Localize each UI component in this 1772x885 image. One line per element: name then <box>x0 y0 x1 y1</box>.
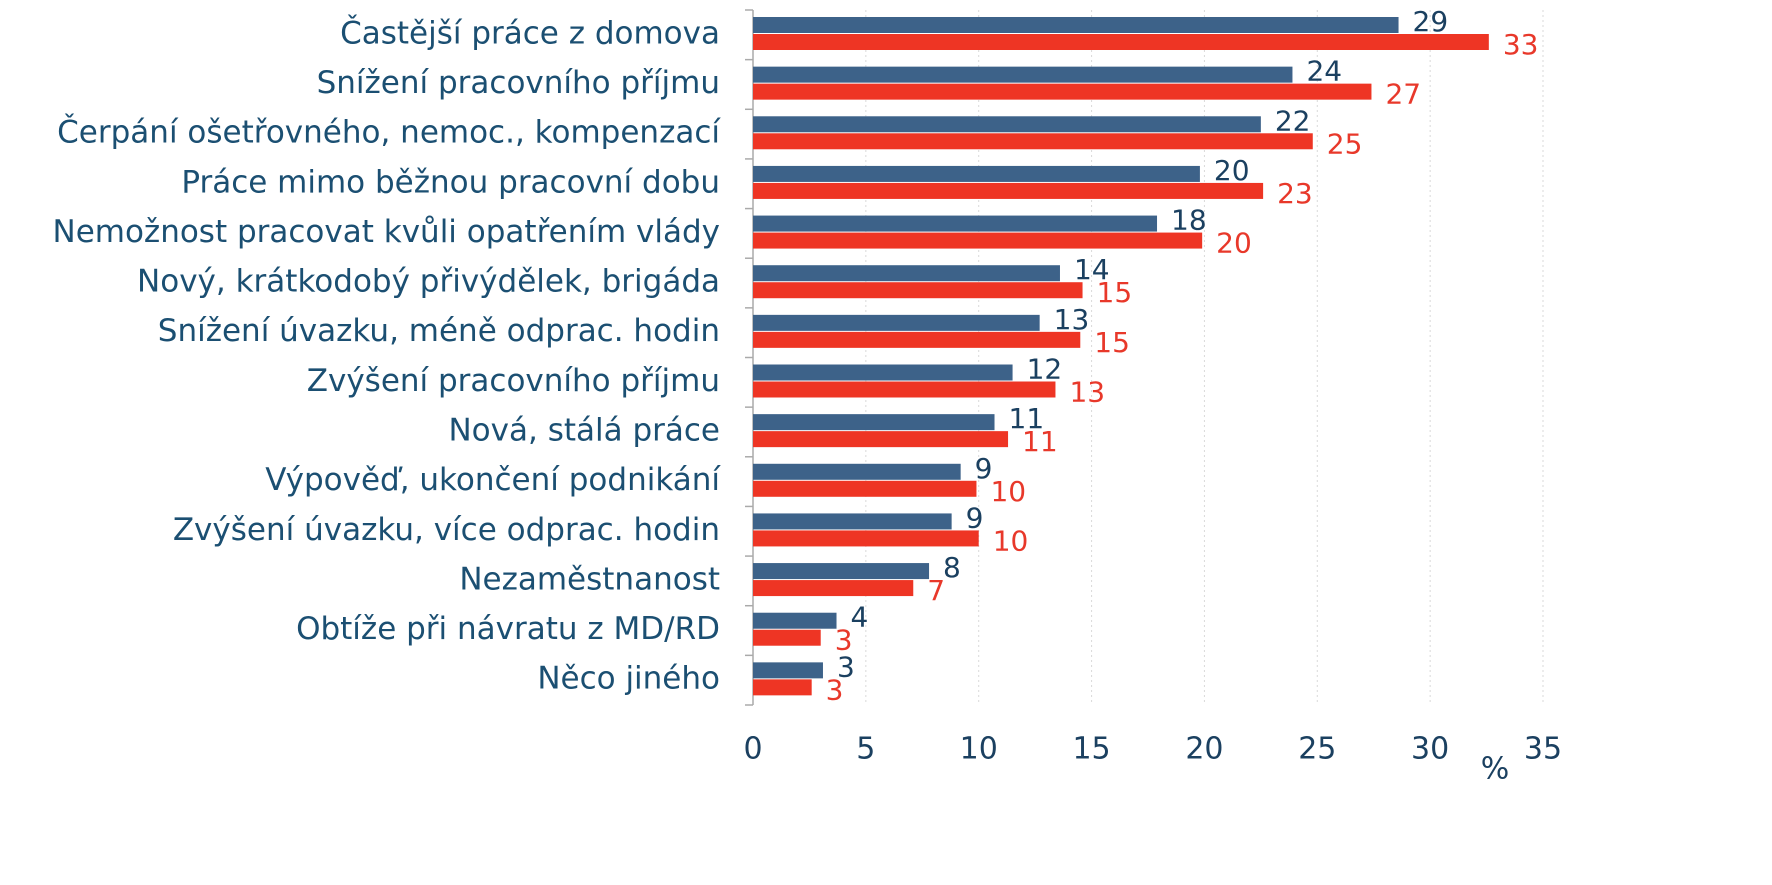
value-label: 12 <box>1027 353 1063 386</box>
value-label: 33 <box>1503 28 1539 61</box>
bar <box>753 530 979 547</box>
value-label: 8 <box>943 551 961 584</box>
value-label: 18 <box>1171 204 1207 237</box>
category-label: Nový, krátkodobý přivýdělek, brigáda <box>137 264 720 300</box>
bar <box>753 314 1040 331</box>
bar <box>753 133 1313 150</box>
bar <box>753 17 1399 33</box>
bar <box>753 116 1261 133</box>
value-label: 14 <box>1074 253 1110 286</box>
value-label: 3 <box>835 624 853 657</box>
x-tick-label: 15 <box>1072 732 1110 767</box>
x-tick-label: 25 <box>1298 732 1336 767</box>
category-label: Snížení pracovního příjmu <box>317 65 720 101</box>
bar <box>753 282 1083 299</box>
category-label: Obtíže při návratu z MD/RD <box>296 611 720 647</box>
value-label: 3 <box>837 650 855 683</box>
value-label: 13 <box>1054 303 1090 336</box>
value-label: 3 <box>826 673 844 706</box>
category-label: Častější práce z domova <box>340 14 720 51</box>
value-label: 11 <box>1022 425 1058 458</box>
value-label: 24 <box>1306 55 1342 88</box>
bar <box>753 66 1293 83</box>
value-label: 4 <box>851 601 869 634</box>
value-label: 20 <box>1214 154 1250 187</box>
category-label: Něco jiného <box>537 661 720 697</box>
bar <box>753 364 1013 381</box>
bar <box>753 331 1081 348</box>
bar <box>753 563 930 580</box>
category-label: Čerpání ošetřovného, nemoc., kompenzací <box>57 114 721 151</box>
bar <box>753 629 821 646</box>
value-label: 11 <box>1009 402 1045 435</box>
category-label: Nezaměstnanost <box>459 561 720 597</box>
x-tick-label: 20 <box>1185 732 1223 767</box>
category-label: Nová, stálá práce <box>448 412 720 448</box>
bar <box>753 612 837 629</box>
value-label: 15 <box>1097 276 1133 309</box>
value-label: 15 <box>1094 326 1130 359</box>
x-tick-label: 5 <box>856 732 875 767</box>
value-label: 20 <box>1216 227 1252 260</box>
value-label: 27 <box>1385 78 1421 111</box>
bar <box>753 165 1200 182</box>
bar <box>753 34 1489 50</box>
bar <box>753 463 961 480</box>
bar <box>753 83 1372 100</box>
value-label: 7 <box>927 574 945 607</box>
category-label: Snížení úvazku, méně odprac. hodin <box>158 313 720 349</box>
value-label: 10 <box>990 475 1026 508</box>
bar <box>753 431 1009 448</box>
category-label: Práce mimo běžnou pracovní dobu <box>181 164 720 200</box>
category-label: Výpověď, ukončení podnikání <box>265 462 721 498</box>
bar <box>753 381 1056 398</box>
value-label: 9 <box>975 452 993 485</box>
value-label: 23 <box>1277 177 1313 210</box>
value-label: 10 <box>993 524 1029 557</box>
x-axis-label: % <box>1481 752 1510 787</box>
value-label: 13 <box>1069 376 1105 409</box>
value-label: 9 <box>966 501 984 534</box>
bar <box>753 580 914 597</box>
value-label: 29 <box>1413 5 1449 38</box>
x-tick-label: 10 <box>960 732 998 767</box>
bar <box>753 232 1203 249</box>
category-label: Nemožnost pracovat kvůli opatřením vlády <box>53 214 721 250</box>
category-label: Zvýšení úvazku, více odprac. hodin <box>173 512 720 548</box>
bar <box>753 414 995 431</box>
value-label: 25 <box>1327 127 1363 160</box>
x-tick-label: 30 <box>1411 732 1449 767</box>
bar <box>753 182 1264 199</box>
bar <box>753 513 952 530</box>
x-tick-label: 0 <box>743 732 762 767</box>
value-label: 22 <box>1275 104 1311 137</box>
bar <box>753 215 1158 232</box>
bar <box>753 679 812 696</box>
x-tick-label: 35 <box>1524 732 1562 767</box>
bar <box>753 480 977 497</box>
bar <box>753 662 823 679</box>
bar <box>753 265 1060 282</box>
category-label: Zvýšení pracovního příjmu <box>307 363 720 399</box>
